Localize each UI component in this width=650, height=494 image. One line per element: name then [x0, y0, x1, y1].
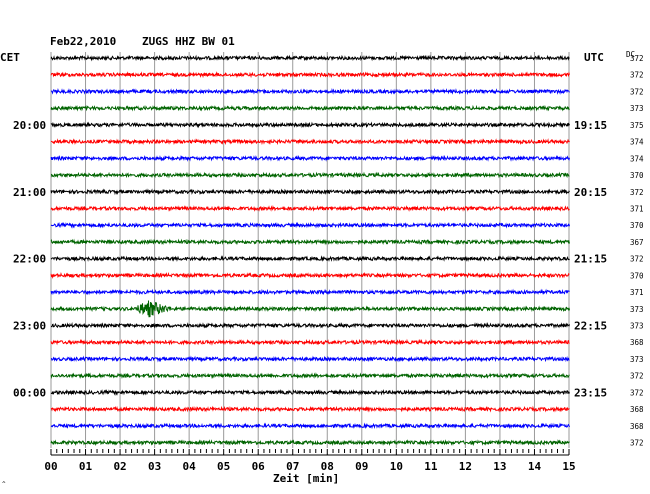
dc-value: 368 — [630, 338, 644, 347]
x-axis-title: Zeit [min] — [273, 472, 339, 485]
dc-value: 372 — [630, 54, 644, 63]
station-label: ZUGS HHZ BW 01 — [142, 35, 235, 48]
dc-value: 371 — [630, 288, 644, 297]
trace-row-7 — [50, 171, 570, 179]
trace-row-3 — [50, 104, 570, 112]
dc-value: 373 — [630, 322, 644, 331]
dc-value: 367 — [630, 238, 644, 247]
dc-value: 372 — [630, 439, 644, 448]
utc-time-labels: 19:15 20:15 21:15 22:15 23:15 — [574, 119, 607, 400]
dc-value: 372 — [630, 87, 644, 96]
local-time-label: 00:00 — [13, 386, 46, 399]
x-tick-label: 14 — [528, 460, 542, 473]
trace-row-20 — [50, 388, 570, 396]
date-label: Feb22,2010 — [50, 35, 116, 48]
minute-gridlines — [50, 52, 570, 448]
x-tick-label: 08 — [321, 460, 334, 473]
dc-value: 372 — [630, 188, 644, 197]
trace-row-6 — [50, 154, 570, 162]
dc-value: 370 — [630, 221, 644, 230]
seismogram-traces — [50, 54, 570, 447]
dc-value: 370 — [630, 171, 644, 180]
trace-row-12 — [50, 255, 570, 263]
trace-row-18 — [50, 355, 570, 363]
dc-value: 368 — [630, 422, 644, 431]
dc-value: 374 — [630, 138, 644, 147]
dc-value: 375 — [630, 121, 644, 130]
utc-time-label: 21:15 — [574, 253, 607, 266]
trace-row-16 — [50, 322, 570, 329]
x-tick-label: 12 — [459, 460, 472, 473]
utc-time-label: 19:15 — [574, 119, 607, 132]
x-axis: 00 01 02 03 04 05 06 07 08 09 10 11 12 13 14 15 — [44, 449, 576, 473]
trace-row-13 — [50, 271, 570, 279]
x-tick-label: 00 — [44, 460, 57, 473]
trace-row-4 — [50, 121, 570, 129]
dc-offset-column: 372 372 372 373 375 374 374 370 372 371 370 367 372 3… — [630, 54, 644, 448]
dc-value: 373 — [630, 355, 644, 364]
dc-value: 372 — [630, 388, 644, 397]
corner-mark: ^ — [2, 481, 6, 488]
utc-label: UTC — [584, 51, 604, 64]
trace-row-21 — [50, 405, 570, 413]
trace-row-23 — [50, 439, 570, 447]
trace-row-8 — [50, 188, 570, 196]
x-tick-label: 03 — [148, 460, 161, 473]
trace-row-22 — [50, 422, 570, 430]
trace-row-0 — [50, 54, 570, 62]
trace-row-15 — [50, 300, 570, 318]
x-tick-label: 11 — [424, 460, 438, 473]
x-tick-label: 10 — [390, 460, 403, 473]
x-tick-label: 13 — [493, 460, 506, 473]
local-time-labels: 20:00 21:00 22:00 23:00 00:00 — [13, 119, 46, 400]
trace-row-17 — [50, 338, 570, 346]
x-tick-label: 06 — [252, 460, 266, 473]
dc-value: 371 — [630, 204, 644, 213]
local-time-label: 23:00 — [13, 320, 46, 333]
dc-label: DC — [626, 50, 635, 59]
trace-row-11 — [50, 238, 570, 246]
trace-row-14 — [50, 288, 570, 296]
x-tick-label: 02 — [113, 460, 126, 473]
utc-time-label: 22:15 — [574, 320, 607, 333]
dc-value: 374 — [630, 154, 644, 163]
dc-value: 370 — [630, 271, 644, 280]
trace-row-2 — [50, 87, 570, 95]
x-tick-label: 15 — [562, 460, 575, 473]
dc-value: 373 — [630, 104, 644, 113]
cet-label: CET — [0, 51, 20, 64]
dc-value: 368 — [630, 405, 644, 414]
trace-row-19 — [50, 372, 570, 380]
trace-row-9 — [50, 204, 570, 212]
x-tick-label: 05 — [217, 460, 230, 473]
local-time-label: 21:00 — [13, 186, 46, 199]
utc-time-label: 20:15 — [574, 186, 607, 199]
local-time-label: 20:00 — [13, 119, 46, 132]
dc-value: 372 — [630, 71, 644, 80]
x-tick-label: 04 — [183, 460, 197, 473]
dc-value: 372 — [630, 255, 644, 264]
x-tick-label: 07 — [286, 460, 299, 473]
local-time-label: 22:00 — [13, 253, 46, 266]
x-tick-label: 01 — [79, 460, 93, 473]
utc-time-label: 23:15 — [574, 386, 607, 399]
dc-value: 373 — [630, 305, 644, 314]
trace-row-5 — [50, 138, 570, 146]
dc-value: 372 — [630, 372, 644, 381]
trace-row-1 — [50, 71, 570, 79]
trace-row-10 — [50, 221, 570, 229]
x-tick-label: 09 — [355, 460, 368, 473]
